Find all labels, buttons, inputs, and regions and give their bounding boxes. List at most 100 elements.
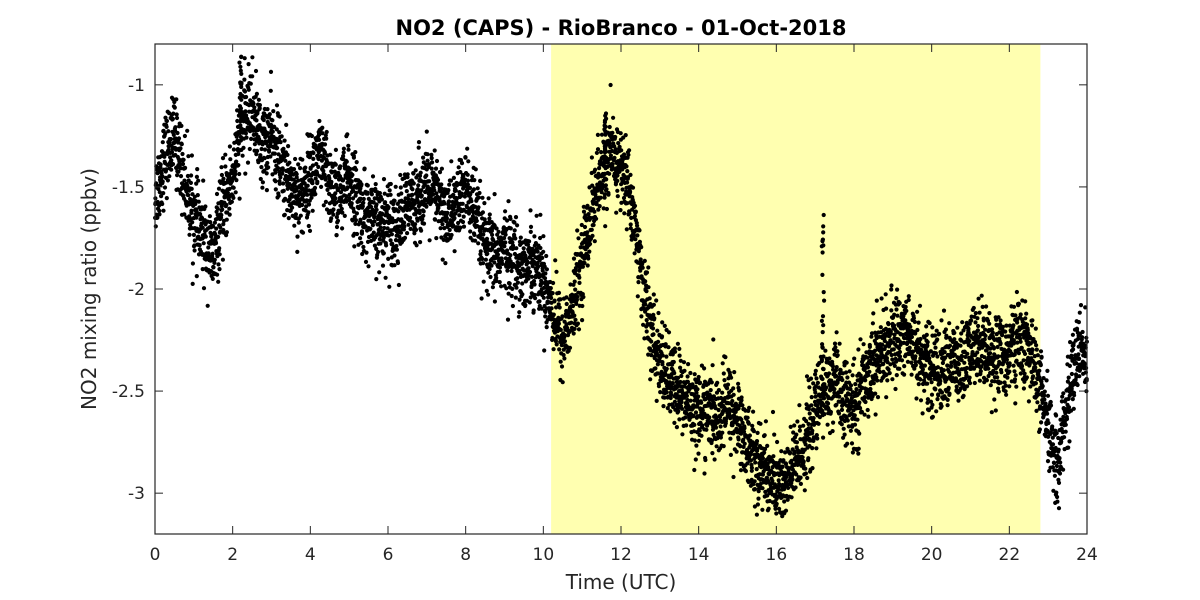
data-point xyxy=(822,396,827,401)
data-point xyxy=(254,152,259,157)
data-point xyxy=(575,228,580,233)
data-point xyxy=(892,332,897,337)
data-point xyxy=(810,428,815,433)
data-point xyxy=(672,346,678,351)
data-point xyxy=(945,403,950,408)
data-point xyxy=(895,313,900,318)
data-point xyxy=(691,429,697,434)
data-point xyxy=(460,201,465,206)
data-point xyxy=(432,188,437,193)
data-point xyxy=(697,428,702,433)
data-point xyxy=(412,201,417,206)
data-point xyxy=(282,212,287,217)
data-point xyxy=(182,212,187,217)
data-point xyxy=(603,183,609,188)
data-point xyxy=(770,409,776,415)
data-point xyxy=(381,177,387,182)
data-point xyxy=(194,174,199,179)
data-point xyxy=(543,309,548,314)
data-point xyxy=(891,347,896,352)
data-point xyxy=(227,212,232,217)
data-point xyxy=(758,481,763,487)
data-point xyxy=(736,437,741,442)
data-point xyxy=(656,384,662,389)
data-point xyxy=(354,211,359,216)
data-point xyxy=(581,294,586,300)
data-point xyxy=(377,270,382,275)
data-point xyxy=(258,176,263,182)
data-point xyxy=(300,202,305,208)
data-point xyxy=(610,162,615,167)
data-point xyxy=(268,69,274,74)
data-point xyxy=(384,243,389,248)
data-point xyxy=(763,446,768,452)
data-point xyxy=(777,506,782,511)
data-point xyxy=(681,360,687,365)
data-point xyxy=(960,320,965,325)
data-point xyxy=(448,178,454,183)
data-point xyxy=(696,451,701,456)
data-point xyxy=(576,236,581,241)
data-point xyxy=(421,209,426,214)
data-point xyxy=(304,198,309,203)
data-point xyxy=(412,231,417,236)
data-point xyxy=(664,354,669,359)
data-point xyxy=(159,194,164,199)
data-point xyxy=(383,275,388,280)
data-point xyxy=(685,374,690,379)
data-point xyxy=(678,379,683,385)
data-point xyxy=(396,209,401,214)
data-point xyxy=(237,171,242,177)
data-point xyxy=(594,150,600,155)
data-point xyxy=(832,341,838,346)
data-point xyxy=(256,97,261,102)
data-point xyxy=(349,179,354,184)
data-point xyxy=(932,333,938,338)
data-point xyxy=(573,287,578,292)
data-point xyxy=(813,390,818,395)
data-point xyxy=(828,409,834,415)
data-point xyxy=(897,346,902,351)
data-point xyxy=(662,395,667,400)
data-point xyxy=(871,381,876,386)
data-point xyxy=(442,201,447,206)
data-point xyxy=(845,441,850,446)
data-point xyxy=(482,201,487,206)
data-point xyxy=(265,160,270,166)
data-point xyxy=(593,167,598,172)
data-point xyxy=(286,144,291,149)
data-point xyxy=(374,207,379,212)
data-point xyxy=(654,398,659,403)
data-point xyxy=(487,212,492,217)
data-point xyxy=(683,415,688,420)
data-point xyxy=(741,437,746,442)
data-point xyxy=(300,230,306,235)
data-point xyxy=(233,169,238,174)
data-point xyxy=(702,379,708,384)
data-point xyxy=(216,279,221,284)
data-point xyxy=(888,362,893,367)
data-point xyxy=(762,433,767,438)
data-point xyxy=(690,382,695,387)
data-point xyxy=(647,296,652,301)
data-point xyxy=(737,388,742,393)
data-point xyxy=(535,249,540,254)
data-point xyxy=(374,202,379,207)
data-point xyxy=(870,394,875,399)
data-point xyxy=(417,173,423,178)
data-point xyxy=(455,208,460,213)
data-point xyxy=(679,373,684,379)
data-point xyxy=(190,281,195,286)
data-point xyxy=(789,480,794,486)
data-point xyxy=(730,398,735,404)
data-point xyxy=(180,151,185,157)
data-point xyxy=(454,196,459,202)
data-point xyxy=(811,416,816,421)
data-point xyxy=(915,327,920,333)
data-point xyxy=(347,192,352,197)
data-point xyxy=(959,354,965,359)
data-point xyxy=(267,112,272,117)
data-point xyxy=(851,362,856,367)
data-point xyxy=(469,219,474,224)
data-point xyxy=(212,257,217,262)
